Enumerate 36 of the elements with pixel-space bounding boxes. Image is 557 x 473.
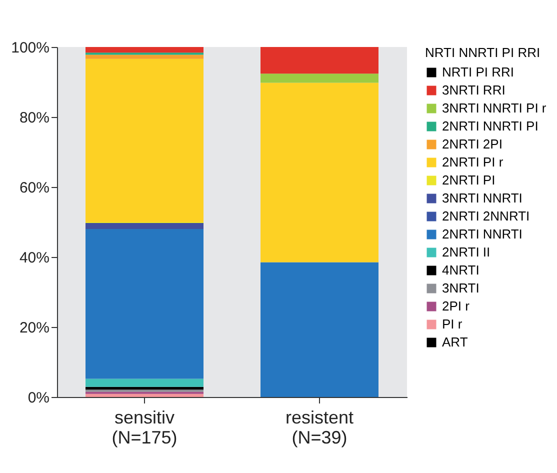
y-tick-label: 60% (19, 180, 50, 196)
bar (86, 47, 204, 53)
legend-label: 3NRTI NNRTI PI r (442, 100, 547, 116)
bar (86, 394, 204, 397)
bar (260, 74, 378, 83)
bar (86, 378, 204, 387)
bar (86, 223, 204, 229)
legend-label: 2NRTI II (442, 244, 490, 260)
legend-label: 2NRTI 2NNRTI (442, 208, 530, 224)
legend-title: NRTI NNRTI PI RRI (425, 45, 540, 60)
bar (86, 229, 204, 379)
bar (86, 58, 204, 222)
legend-label: 3NRTI (442, 280, 480, 296)
legend-label: PI r (442, 316, 463, 332)
legend-label: 2NRTI NNRTI (442, 226, 522, 242)
legend-label: 3NRTI RRI (442, 82, 506, 98)
legend-label: 3NRTI NNRTI (442, 190, 522, 206)
y-tick-label: 100% (11, 40, 50, 56)
legend-label: 4NRTI (442, 262, 480, 278)
y-tick-label: 40% (19, 250, 50, 266)
legend-label: 2PI r (442, 298, 470, 314)
y-tick-label: 80% (19, 110, 50, 126)
legend-label: 2NRTI PI (442, 172, 496, 188)
legend-label: 2NRTI NNRTI PI (442, 118, 538, 134)
legend-label: NRTI PI RRI (442, 64, 514, 80)
bar (86, 54, 204, 59)
bar (260, 82, 378, 262)
x-tick-label: sensitiv (N=175) (112, 408, 178, 448)
bar (260, 47, 378, 74)
y-tick-label: 0% (28, 390, 50, 406)
legend-label: 2NRTI PI r (442, 154, 504, 170)
y-tick-label: 20% (19, 320, 50, 336)
x-tick-label: resistent (N=39) (285, 408, 354, 448)
legend-label: ART (442, 334, 468, 350)
bar (260, 262, 378, 397)
legend-label: 2NRTI 2PI (442, 136, 502, 152)
